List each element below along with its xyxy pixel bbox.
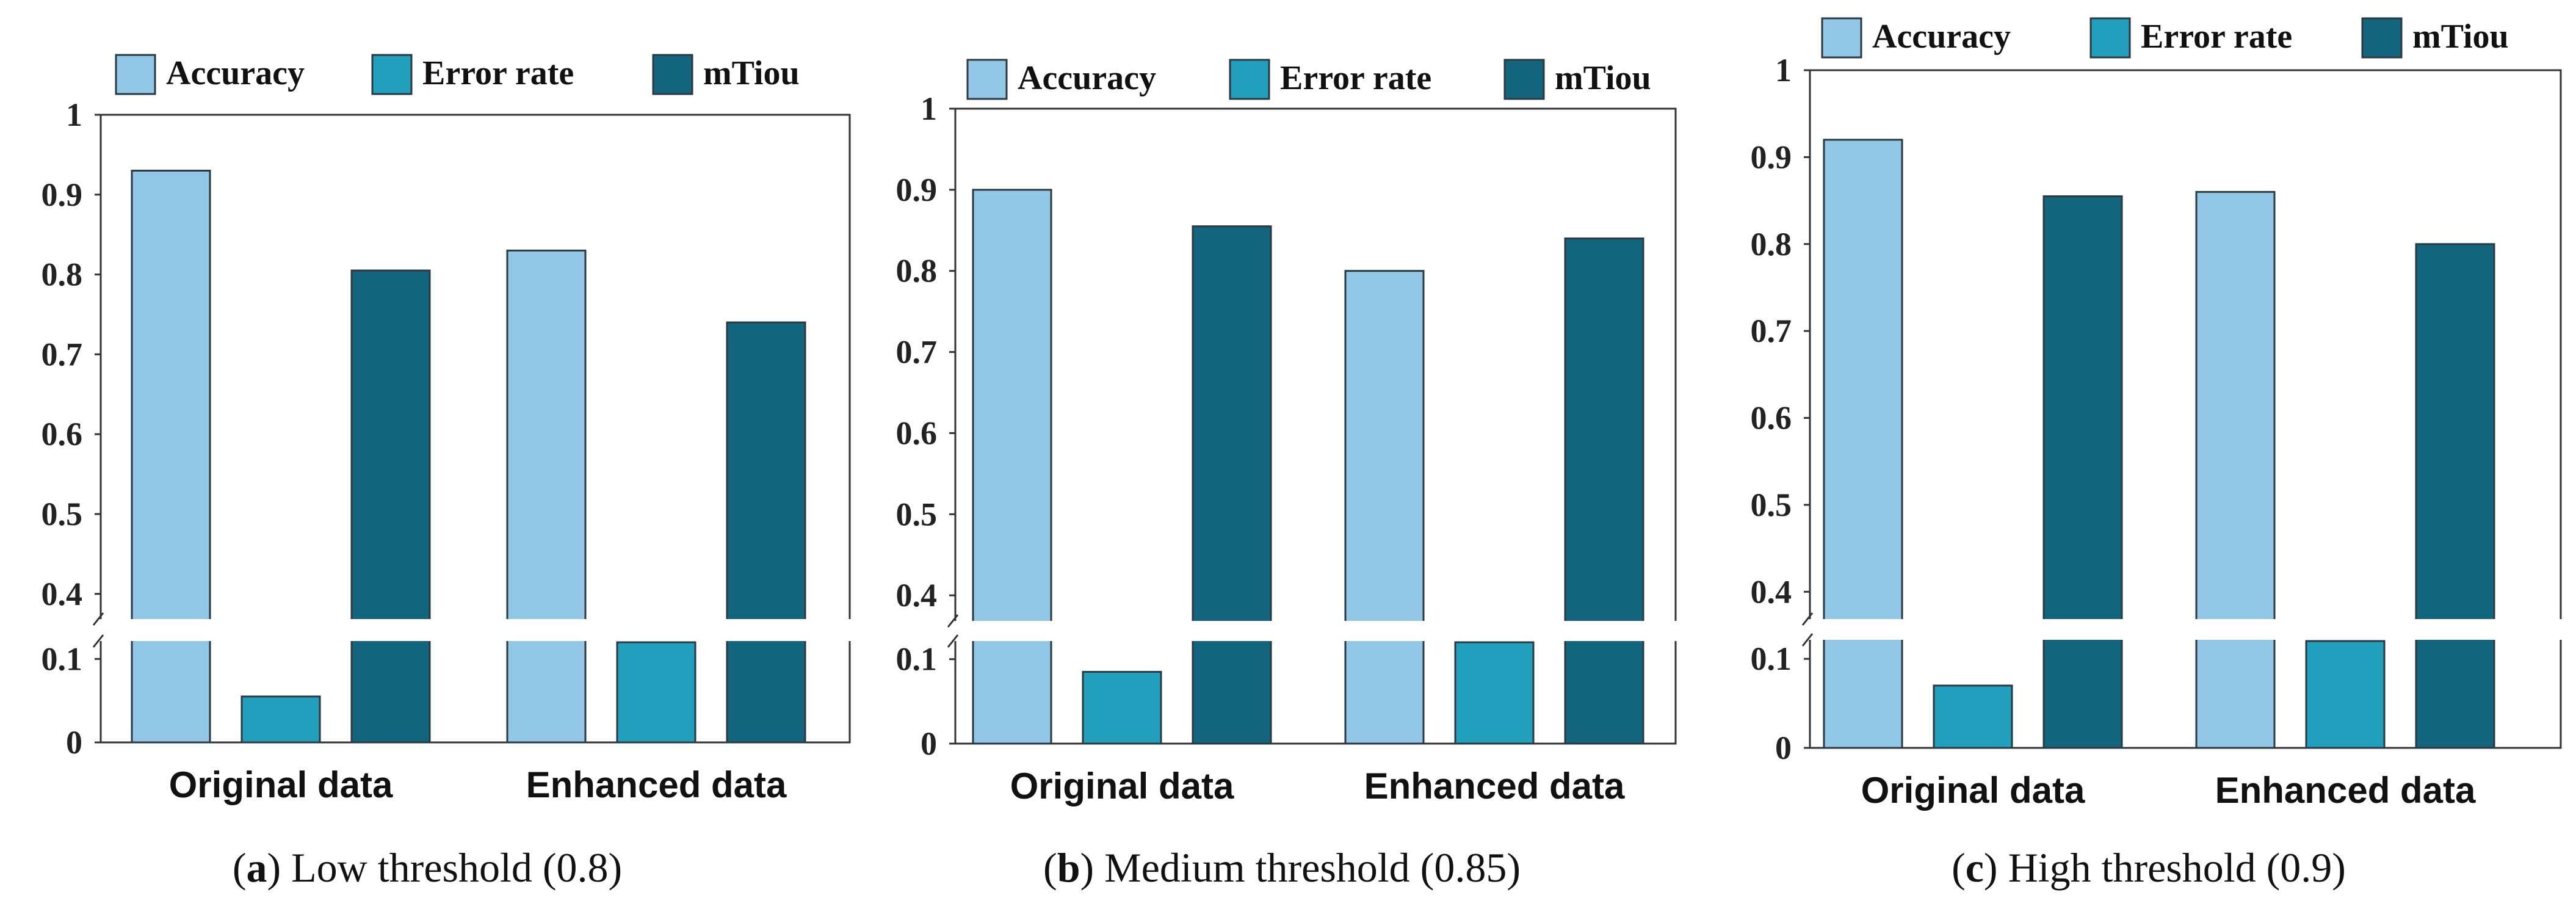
category-label: Enhanced data xyxy=(2215,770,2476,811)
y-tick-label: 0.1 xyxy=(1751,640,1792,677)
bar-error-rate-0 xyxy=(241,695,321,744)
legend-swatch xyxy=(1503,59,1545,100)
y-tick-label: 0.4 xyxy=(42,576,83,612)
y-tick-label: 0.1 xyxy=(42,640,83,677)
bar-accuracy-1 xyxy=(1344,270,1425,745)
y-tick-label: 1 xyxy=(66,96,82,133)
y-tick-label: 0.8 xyxy=(1751,226,1792,263)
y-tick-label: 0.5 xyxy=(1751,487,1792,523)
legend-swatch xyxy=(2361,17,2403,59)
y-tick-label: 0.6 xyxy=(1751,400,1792,437)
axis-break-gap xyxy=(1792,619,2576,640)
caption-b-letter: b xyxy=(1057,844,1080,891)
caption-a: (a) Low threshold (0.8) xyxy=(232,844,623,891)
legend-label: Accuracy xyxy=(166,54,305,92)
plot-frame xyxy=(954,107,1677,745)
legend-swatch xyxy=(652,54,693,95)
category-label: Enhanced data xyxy=(526,764,787,805)
bar-mtiou-0 xyxy=(350,269,431,744)
y-tick-label: 0.8 xyxy=(42,256,83,293)
legend-swatch xyxy=(371,54,413,95)
legend-swatch xyxy=(1229,59,1270,100)
y-tick-label: 0.6 xyxy=(42,416,83,452)
y-tick-label: 0.7 xyxy=(896,334,938,371)
bar-mtiou-0 xyxy=(1192,225,1272,745)
caption-b-text: Medium threshold (0.85) xyxy=(1104,844,1521,891)
bar-accuracy-1 xyxy=(506,249,587,744)
bar-error-rate-0 xyxy=(1933,684,2013,749)
y-tick-label: 1 xyxy=(921,90,937,127)
y-tick-label: 0 xyxy=(921,725,937,762)
category-label: Enhanced data xyxy=(1364,766,1625,806)
y-tick-label: 0.5 xyxy=(42,496,83,532)
category-label: Original data xyxy=(1010,766,1234,806)
bar-error-rate-1 xyxy=(616,641,696,744)
bar-error-rate-1 xyxy=(2305,640,2386,749)
y-tick-label: 0.7 xyxy=(42,336,83,372)
y-tick-label: 0.9 xyxy=(896,172,938,208)
bar-mtiou-1 xyxy=(726,321,806,744)
legend-label: Error rate xyxy=(422,54,574,92)
axis-break-gap xyxy=(82,619,868,641)
legend-label: Error rate xyxy=(1280,59,1431,97)
y-tick-label: 0.4 xyxy=(896,577,938,614)
caption-c-letter: c xyxy=(1965,844,1984,891)
y-tick-label: 0 xyxy=(66,724,82,761)
axis-break-mark xyxy=(92,634,104,648)
y-tick-label: 0.1 xyxy=(896,641,938,678)
y-tick-label: 0.7 xyxy=(1751,313,1792,349)
legend-label: Error rate xyxy=(2141,18,2292,56)
y-tick-label: 1 xyxy=(1775,52,1792,89)
legend-swatch xyxy=(1821,17,1862,59)
axis-break-mark xyxy=(1801,612,1814,626)
caption-c-text: High threshold (0.9) xyxy=(2008,844,2346,891)
legend-label: mTiou xyxy=(703,54,800,92)
bar-error-rate-1 xyxy=(1454,641,1535,745)
bar-mtiou-1 xyxy=(2415,243,2495,749)
y-tick-label: 0.9 xyxy=(1751,139,1792,175)
plot-frame xyxy=(99,114,851,744)
caption-b: (b) Medium threshold (0.85) xyxy=(1043,844,1521,891)
bar-accuracy-0 xyxy=(972,189,1052,745)
axis-break-mark xyxy=(1801,633,1814,647)
y-tick-label: 0.9 xyxy=(42,176,83,213)
y-tick-label: 0.4 xyxy=(1751,573,1792,610)
axis-break-gap xyxy=(937,621,1694,641)
chart-panel-0: Original data Enhanced data 0 0.1 0.4 0.5 0.6 0… xyxy=(42,54,868,805)
y-tick-label: 0 xyxy=(1775,730,1792,766)
bar-accuracy-0 xyxy=(131,170,211,744)
axis-break-mark xyxy=(947,634,959,648)
axis-break-mark xyxy=(92,612,104,626)
bar-accuracy-0 xyxy=(1823,139,1903,749)
legend-swatch xyxy=(2089,17,2131,59)
bar-error-rate-0 xyxy=(1082,670,1162,745)
chart-panel-1: Original data Enhanced data 0 0.1 0.4 0.5 0.6 0… xyxy=(896,59,1694,806)
bar-mtiou-0 xyxy=(2042,195,2123,749)
y-tick-label: 0.6 xyxy=(896,415,938,451)
legend-swatch xyxy=(115,54,156,95)
category-label: Original data xyxy=(169,764,393,805)
plot-frame xyxy=(1809,69,2562,749)
axis-break-mark xyxy=(947,614,959,628)
chart-panel-2: Original data Enhanced data 0 0.1 0.4 0.5 0.6 0… xyxy=(1751,17,2576,811)
bar-mtiou-1 xyxy=(1564,237,1644,745)
y-tick-label: 0.8 xyxy=(896,253,938,289)
legend-label: Accuracy xyxy=(1872,18,2011,56)
bar-accuracy-1 xyxy=(2195,190,2276,749)
legend-label: mTiou xyxy=(2412,18,2509,56)
legend-label: mTiou xyxy=(1555,59,1651,97)
legend-swatch xyxy=(966,59,1008,100)
caption-c: (c) High threshold (0.9) xyxy=(1952,844,2346,891)
category-label: Original data xyxy=(1861,770,2085,811)
caption-a-letter: a xyxy=(246,844,267,891)
legend-label: Accuracy xyxy=(1018,59,1156,97)
caption-a-text: Low threshold (0.8) xyxy=(291,844,623,891)
charts-canvas: Original data Enhanced data 0 0.1 0.4 0.5 0.6 0… xyxy=(41,17,2576,811)
y-tick-label: 0.5 xyxy=(896,496,938,532)
